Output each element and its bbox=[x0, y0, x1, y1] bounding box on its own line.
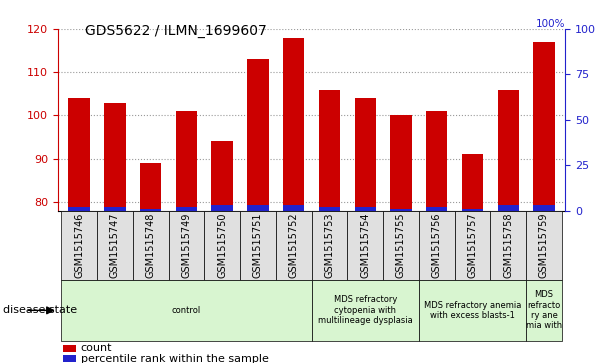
Text: GSM1515753: GSM1515753 bbox=[325, 213, 334, 278]
Bar bbox=[419, 211, 455, 280]
Bar bbox=[347, 211, 383, 280]
Bar bbox=[61, 211, 97, 280]
Bar bbox=[176, 111, 197, 363]
Bar bbox=[247, 205, 269, 211]
Text: MDS refractory
cytopenia with
multilineage dysplasia: MDS refractory cytopenia with multilinea… bbox=[318, 295, 413, 325]
Text: GSM1515756: GSM1515756 bbox=[432, 213, 442, 278]
Bar bbox=[69, 207, 90, 211]
Bar bbox=[455, 211, 491, 280]
Bar bbox=[426, 207, 447, 211]
Text: count: count bbox=[81, 343, 112, 354]
Bar bbox=[390, 209, 412, 211]
Bar bbox=[497, 205, 519, 211]
Bar bbox=[212, 205, 233, 211]
Text: GSM1515746: GSM1515746 bbox=[74, 213, 85, 278]
Text: GSM1515748: GSM1515748 bbox=[146, 213, 156, 278]
Bar bbox=[461, 154, 483, 363]
Text: GSM1515758: GSM1515758 bbox=[503, 213, 513, 278]
Bar bbox=[104, 102, 126, 363]
Bar bbox=[526, 280, 562, 341]
Bar bbox=[247, 59, 269, 363]
Bar bbox=[283, 205, 305, 211]
Bar bbox=[276, 211, 311, 280]
Bar bbox=[319, 90, 340, 363]
Bar bbox=[491, 211, 526, 280]
Bar bbox=[63, 355, 75, 362]
Text: GSM1515752: GSM1515752 bbox=[289, 213, 299, 278]
Text: GDS5622 / ILMN_1699607: GDS5622 / ILMN_1699607 bbox=[85, 24, 267, 38]
Bar bbox=[204, 211, 240, 280]
Bar bbox=[176, 207, 197, 211]
Bar bbox=[133, 211, 168, 280]
Text: disease state: disease state bbox=[3, 305, 77, 315]
Bar bbox=[311, 211, 347, 280]
Bar bbox=[63, 345, 75, 352]
Text: GSM1515750: GSM1515750 bbox=[217, 213, 227, 278]
Bar bbox=[390, 115, 412, 363]
Text: 100%: 100% bbox=[536, 19, 565, 29]
Bar bbox=[419, 280, 526, 341]
Bar bbox=[497, 90, 519, 363]
Bar bbox=[240, 211, 276, 280]
Bar bbox=[140, 163, 162, 363]
Bar bbox=[69, 98, 90, 363]
Bar bbox=[461, 209, 483, 211]
Bar bbox=[97, 211, 133, 280]
Bar bbox=[104, 207, 126, 211]
Text: GSM1515759: GSM1515759 bbox=[539, 213, 549, 278]
Text: MDS refractory anemia
with excess blasts-1: MDS refractory anemia with excess blasts… bbox=[424, 301, 521, 320]
Bar bbox=[426, 111, 447, 363]
Text: GSM1515749: GSM1515749 bbox=[181, 213, 192, 278]
Bar bbox=[354, 207, 376, 211]
Bar bbox=[140, 209, 162, 211]
Bar bbox=[283, 38, 305, 363]
Bar bbox=[533, 42, 554, 363]
Bar bbox=[354, 98, 376, 363]
Text: GSM1515754: GSM1515754 bbox=[360, 213, 370, 278]
Bar bbox=[319, 207, 340, 211]
Text: control: control bbox=[172, 306, 201, 315]
Bar bbox=[168, 211, 204, 280]
Bar bbox=[212, 142, 233, 363]
Bar bbox=[383, 211, 419, 280]
Bar bbox=[526, 211, 562, 280]
Bar bbox=[533, 205, 554, 211]
Text: percentile rank within the sample: percentile rank within the sample bbox=[81, 354, 269, 363]
Bar bbox=[311, 280, 419, 341]
Text: GSM1515751: GSM1515751 bbox=[253, 213, 263, 278]
Text: GSM1515747: GSM1515747 bbox=[110, 213, 120, 278]
Text: MDS
refracto
ry ane
mia with: MDS refracto ry ane mia with bbox=[526, 290, 562, 330]
Bar bbox=[61, 280, 311, 341]
Text: GSM1515757: GSM1515757 bbox=[468, 213, 477, 278]
Text: GSM1515755: GSM1515755 bbox=[396, 213, 406, 278]
